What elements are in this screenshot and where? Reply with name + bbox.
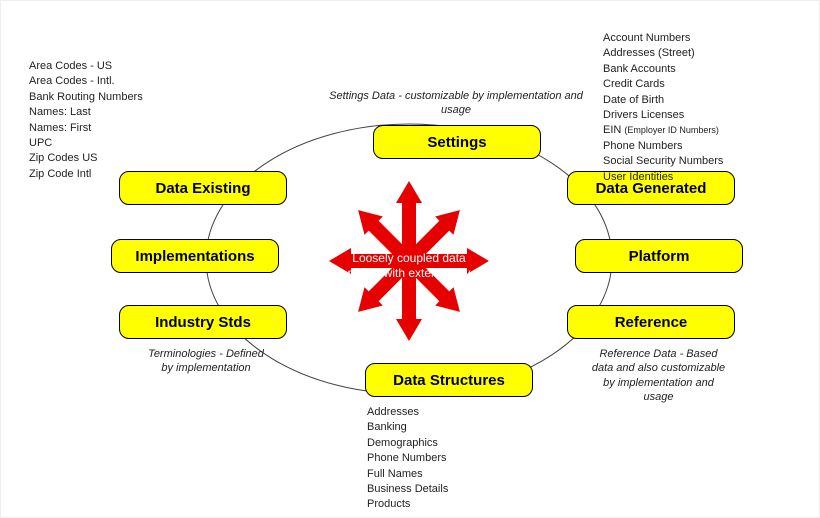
list-item: Bank Accounts	[603, 62, 723, 77]
node-label: Data Structures	[393, 372, 505, 389]
list-item: Zip Code Intl	[29, 167, 143, 182]
list-item: Addresses	[367, 405, 448, 420]
data-existing-list: Area Codes - USArea Codes - Intl.Bank Ro…	[29, 59, 143, 182]
list-item-note: (Employer ID Numbers)	[624, 125, 719, 135]
node-data-structures: Data Structures	[365, 363, 533, 397]
list-item: Addresses (Street)	[603, 46, 723, 61]
list-item: Demographics	[367, 436, 448, 451]
list-item: Drivers Licenses	[603, 108, 723, 123]
list-item: UPC	[29, 136, 143, 151]
node-label: Data Existing	[155, 180, 250, 197]
node-industry-stds: Industry Stds	[119, 305, 287, 339]
list-item: Phone Numbers	[367, 451, 448, 466]
node-label: Platform	[629, 248, 690, 265]
list-item: Account Numbers	[603, 31, 723, 46]
list-item: Zip Codes US	[29, 151, 143, 166]
diagram-canvas: { "layout": { "width": 820, "height": 51…	[0, 0, 820, 518]
settings-caption: Settings Data - customizable by implemen…	[321, 89, 591, 118]
list-item: Bank Routing Numbers	[29, 90, 143, 105]
node-label: Reference	[615, 314, 688, 331]
center-hub-icon	[395, 247, 423, 275]
list-item: User Identities	[603, 170, 723, 185]
list-item: EIN (Employer ID Numbers)	[603, 123, 723, 138]
data-structures-list: AddressesBankingDemographicsPhone Number…	[367, 405, 448, 513]
list-item: Social Security Numbers	[603, 154, 723, 169]
industry-caption: Terminologies - Definedby implementation	[131, 347, 281, 376]
list-item: Products	[367, 497, 448, 512]
node-implementations: Implementations	[111, 239, 279, 273]
center-arrows	[329, 181, 489, 341]
list-item: Business Details	[367, 482, 448, 497]
node-label: Industry Stds	[155, 314, 251, 331]
list-item: Names: First	[29, 121, 143, 136]
list-item: Names: Last	[29, 105, 143, 120]
list-item: Full Names	[367, 467, 448, 482]
list-item: Banking	[367, 420, 448, 435]
node-platform: Platform	[575, 239, 743, 273]
reference-caption: Reference Data - Baseddata and also cust…	[576, 347, 741, 404]
node-reference: Reference	[567, 305, 735, 339]
data-generated-list: Account NumbersAddresses (Street)Bank Ac…	[603, 31, 723, 185]
list-item: Area Codes - Intl.	[29, 74, 143, 89]
node-data-existing: Data Existing	[119, 171, 287, 205]
node-label: Settings	[427, 134, 486, 151]
node-settings: Settings	[373, 125, 541, 159]
list-item: Credit Cards	[603, 77, 723, 92]
list-item: Date of Birth	[603, 93, 723, 108]
list-item: Area Codes - US	[29, 59, 143, 74]
node-label: Implementations	[135, 248, 254, 265]
list-item: Phone Numbers	[603, 139, 723, 154]
